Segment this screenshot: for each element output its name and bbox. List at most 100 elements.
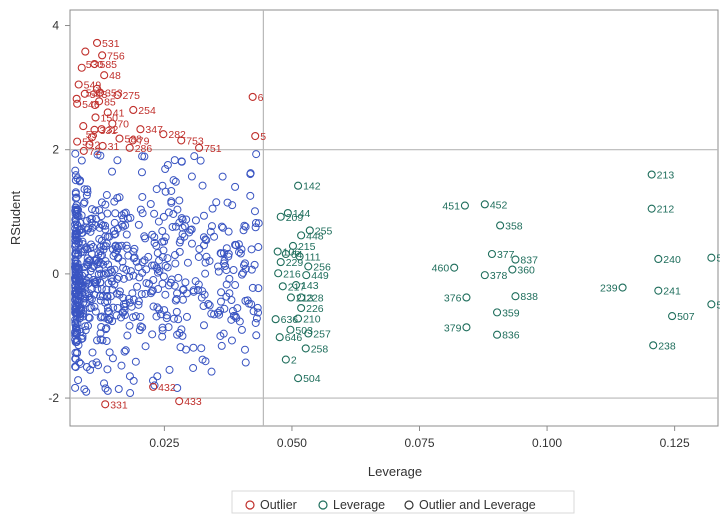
point-label: 585 bbox=[99, 59, 117, 71]
scatter-point bbox=[73, 206, 82, 215]
outlier-point bbox=[90, 59, 99, 69]
scatter-point bbox=[181, 345, 190, 354]
leverage-point bbox=[496, 221, 505, 230]
outlier-point bbox=[85, 140, 94, 149]
scatter-point bbox=[101, 269, 110, 278]
leverage-point bbox=[707, 253, 716, 262]
scatter-point bbox=[111, 249, 120, 258]
scatter-point bbox=[114, 272, 123, 281]
outlier-point bbox=[159, 130, 168, 139]
scatter-point bbox=[71, 215, 80, 224]
point-label: 433 bbox=[184, 396, 202, 408]
scatter-point bbox=[201, 235, 210, 244]
scatter-point bbox=[148, 230, 157, 239]
outlier-point bbox=[128, 136, 137, 145]
scatter-point bbox=[90, 278, 99, 287]
scatter-point bbox=[212, 198, 221, 207]
leverage-point bbox=[707, 300, 716, 309]
scatter-point bbox=[113, 275, 122, 284]
point-label: 359 bbox=[502, 307, 520, 319]
leverage-point bbox=[276, 212, 285, 221]
scatter-point bbox=[138, 209, 147, 218]
scatter-point bbox=[76, 310, 85, 319]
scatter-point bbox=[219, 329, 228, 338]
scatter-point bbox=[240, 261, 249, 270]
scatter-point bbox=[141, 234, 150, 243]
scatter-point bbox=[86, 227, 95, 236]
scatter-point bbox=[199, 321, 208, 330]
leverage-point bbox=[281, 355, 290, 364]
scatter-point bbox=[175, 329, 184, 338]
scatter-point bbox=[102, 239, 111, 248]
point-label: 836 bbox=[502, 330, 520, 342]
scatter-point bbox=[83, 258, 92, 267]
scatter-point bbox=[194, 252, 203, 261]
leverage-point bbox=[462, 293, 471, 302]
scatter-point bbox=[71, 329, 80, 338]
scatter-point bbox=[153, 249, 162, 258]
scatter-point bbox=[80, 245, 89, 254]
leverage-point bbox=[286, 293, 295, 302]
scatter-point bbox=[240, 259, 249, 268]
scatter-point bbox=[79, 199, 88, 208]
scatter-point bbox=[120, 302, 129, 311]
scatter-point bbox=[125, 372, 134, 381]
scatter-point bbox=[218, 223, 227, 232]
scatter-point bbox=[229, 311, 238, 320]
scatter-point bbox=[148, 261, 157, 270]
scatter-point bbox=[99, 245, 108, 254]
scatter-point bbox=[132, 257, 141, 266]
point-label: 64 bbox=[291, 249, 303, 261]
leverage-point bbox=[493, 308, 502, 317]
leverage-point bbox=[304, 329, 313, 338]
scatter-point bbox=[80, 198, 89, 207]
leverage-point bbox=[304, 262, 313, 271]
scatter-point bbox=[170, 251, 179, 260]
outlier-point bbox=[175, 397, 184, 406]
leverage-point bbox=[462, 323, 471, 332]
point-label: 549 bbox=[84, 80, 102, 92]
scatter-point bbox=[163, 254, 172, 263]
scatter-point bbox=[165, 365, 174, 374]
x-tick-label: 0.025 bbox=[149, 436, 179, 450]
scatter-point bbox=[158, 181, 167, 190]
outlier-point bbox=[91, 113, 100, 122]
scatter-point bbox=[117, 220, 126, 229]
scatter-point bbox=[111, 209, 120, 218]
scatter-point bbox=[138, 268, 147, 277]
scatter-point bbox=[71, 318, 80, 327]
y-tick-label: 4 bbox=[52, 19, 59, 33]
scatter-point bbox=[138, 192, 147, 201]
point-label: 111 bbox=[305, 251, 321, 263]
scatter-point bbox=[126, 267, 135, 276]
scatter-point bbox=[96, 151, 105, 160]
scatter-point bbox=[163, 160, 172, 169]
leverage-point bbox=[618, 283, 627, 292]
scatter-point bbox=[104, 260, 113, 269]
leverage-point bbox=[294, 181, 303, 190]
scatter-point bbox=[138, 323, 147, 332]
leverage-point bbox=[294, 314, 303, 323]
scatter-point bbox=[252, 314, 261, 323]
point-label: 150 bbox=[101, 112, 119, 124]
outlier-point bbox=[115, 134, 124, 143]
legend-leverage-label: Leverage bbox=[333, 498, 385, 512]
point-label: 210 bbox=[303, 314, 321, 326]
scatter-point bbox=[129, 271, 138, 280]
scatter-point bbox=[194, 286, 203, 295]
scatter-point bbox=[158, 326, 167, 335]
scatter-point bbox=[134, 263, 143, 272]
scatter-point bbox=[71, 383, 80, 392]
scatter-point bbox=[201, 258, 210, 267]
scatter-point bbox=[108, 354, 117, 363]
scatter-point bbox=[161, 187, 170, 196]
scatter-point bbox=[77, 228, 86, 237]
scatter-point bbox=[113, 224, 122, 233]
point-label: 213 bbox=[657, 170, 675, 182]
point-label: 143 bbox=[301, 280, 319, 292]
outlier-point bbox=[149, 382, 158, 391]
scatter-point bbox=[98, 221, 107, 230]
scatter-point bbox=[237, 325, 246, 334]
scatter-point bbox=[201, 269, 210, 278]
